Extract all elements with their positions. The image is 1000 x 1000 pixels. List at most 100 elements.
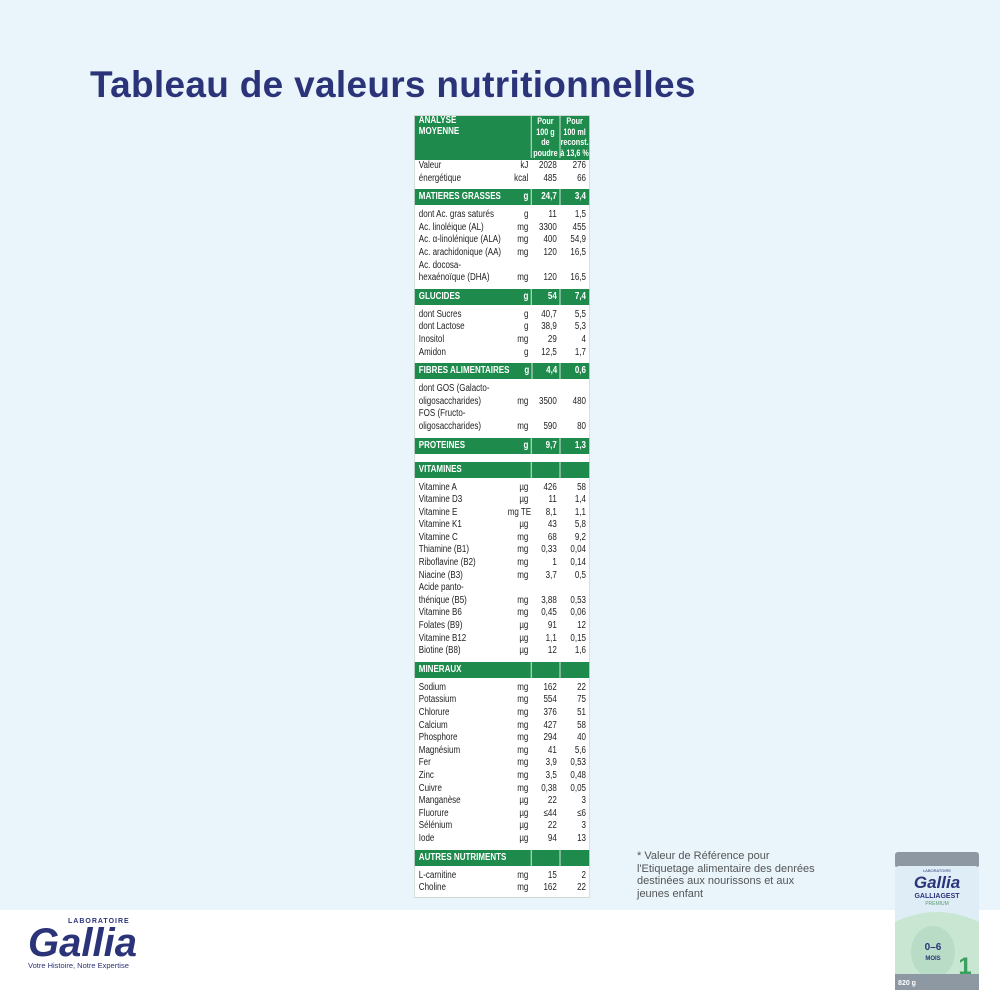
row-unit: mg (517, 544, 529, 556)
row-value1: 29 (547, 333, 557, 345)
table-row: énergétique kcal 485 66 (415, 173, 589, 186)
row-unit: mg (517, 221, 529, 233)
row-value1: 11 (548, 209, 557, 221)
row-label: Inositol (418, 333, 445, 345)
heading-value1: 24,7 (530, 189, 559, 206)
row-label-cell: Manganèse (415, 795, 508, 808)
heading-value2 (559, 849, 589, 866)
row-label-cell: Acide panto-thénique (B5) (415, 582, 508, 607)
row-value2: 40 (577, 732, 586, 744)
row-unit: µg (519, 820, 529, 832)
row-label: Sodium (418, 681, 446, 693)
header-col2-cell: Pour 100 ml reconst. à 13,6 % (559, 116, 589, 158)
row-value2: 5,5 (574, 308, 586, 320)
table-row: L-carnitine mg 15 2 (415, 870, 589, 883)
table-section: PROTEINES g 9,7 1,3 (414, 437, 590, 460)
row-label-cell: Vitamine D3 (415, 494, 508, 507)
row-label: Potassium (418, 694, 457, 706)
header-col2: reconst. (560, 137, 589, 147)
row-value2: 16,5 (570, 272, 586, 284)
row-unit: mg (517, 531, 529, 543)
row-unit: mg (517, 719, 529, 731)
table-row: Vitamine K1 µg 43 5,8 (415, 519, 589, 532)
section-heading: FIBRES ALIMENTAIRES g 4,4 0,6 (414, 363, 590, 380)
row-value2: 22 (577, 882, 586, 894)
row-unit: mg (517, 420, 529, 432)
logo-tagline: Votre Histoire, Notre Expertise (28, 961, 129, 970)
row-value2: 4 (581, 333, 586, 345)
row-label: énergétique (418, 172, 462, 184)
table-section: MINERAUX Sodium mg 162 22 Potassium mg 554 75 Chl… (414, 661, 590, 848)
footnote: * Valeur de Référence pour l'Etiquetage a… (637, 850, 815, 900)
table-section: AUTRES NUTRIMENTS L-carnitine mg 15 2 Choline… (414, 849, 590, 897)
logo-brand: Gallia (28, 921, 137, 965)
row-unit: mg (517, 681, 529, 693)
row-label: hexaénoïque (DHA) (418, 272, 490, 284)
row-unit: mg (517, 333, 529, 345)
row-label-cell: Calcium (415, 720, 508, 733)
row-label: dont GOS (Galacto- (418, 383, 490, 395)
row-value2: 455 (572, 221, 586, 233)
row-value1: 162 (543, 681, 557, 693)
row-value2: 1,7 (574, 346, 586, 358)
row-value2: 1,6 (574, 645, 586, 657)
row-value2: 9,2 (574, 531, 586, 543)
row-unit: mg (517, 594, 529, 606)
row-label: Vitamine K1 (418, 519, 462, 531)
row-label-cell: Vitamine B12 (415, 633, 508, 646)
header-label-cell: ANALYSE MOYENNE (415, 115, 508, 158)
row-value2: 0,04 (570, 544, 586, 556)
row-label-cell: Vitamine E (415, 507, 508, 520)
table-row: Phosphore mg 294 40 (415, 732, 589, 745)
row-label: FOS (Fructo- (418, 408, 466, 420)
footnote-line: jeunes enfant (637, 887, 704, 900)
table-row: Iode µg 94 13 (415, 833, 589, 846)
row-label: Niacine (B3) (418, 569, 463, 581)
table-row: Vitamine E mg TE 8,1 1,1 (415, 507, 589, 520)
row-label: Acide panto- (418, 582, 464, 594)
row-label: Sélénium (418, 820, 453, 832)
heading-unit: g (523, 290, 529, 302)
row-value2: 13 (577, 832, 586, 844)
row-value1: 3,5 (545, 769, 557, 781)
section-heading: PROTEINES g 9,7 1,3 (414, 437, 590, 454)
heading-unit: g (523, 191, 529, 203)
heading-unit: g (524, 365, 530, 377)
header-col2: à 13,6 % (560, 147, 589, 158)
table-row: Thiamine (B1) mg 0,33 0,04 (415, 544, 589, 557)
table-row: dont Sucres g 40,7 5,5 (415, 309, 589, 322)
row-value1: 12 (547, 645, 557, 657)
row-label-cell: Ac. linoléique (AL) (415, 222, 508, 235)
row-label-cell: Chlorure (415, 707, 508, 720)
row-unit: µg (519, 519, 529, 531)
table-row: Ac. linoléique (AL) mg 3300 455 (415, 222, 589, 235)
row-label: Vitamine A (418, 481, 457, 493)
row-label: oligosaccharides) (418, 395, 482, 407)
heading-unit: g (523, 439, 529, 451)
row-unit: mg (517, 769, 529, 781)
row-label-cell: FOS (Fructo-oligosaccharides) (415, 408, 508, 433)
table-row: Chlorure mg 376 51 (415, 707, 589, 720)
table-row: Acide panto-thénique (B5) mg 3,88 0,53 (415, 582, 589, 607)
row-unit: g (523, 346, 529, 358)
row-label-cell: Magnésium (415, 745, 508, 758)
row-value2: 0,53 (570, 594, 586, 606)
table-row: Potassium mg 554 75 (415, 694, 589, 707)
row-value2: 5,8 (574, 519, 586, 531)
row-label: Zinc (418, 769, 434, 781)
row-unit: µg (519, 795, 529, 807)
row-value2: 3 (581, 795, 586, 807)
row-label: Vitamine C (418, 531, 458, 543)
row-label-cell: Vitamine B6 (415, 607, 508, 620)
row-value2: 5,3 (574, 321, 586, 333)
table-row: Vitamine B6 mg 0,45 0,06 (415, 607, 589, 620)
row-unit: mg (517, 246, 529, 258)
table-row: Vitamine B12 µg 1,1 0,15 (415, 633, 589, 646)
row-value2: 66 (577, 172, 586, 184)
row-label: Valeur (418, 160, 442, 171)
row-label: Choline (418, 882, 446, 894)
heading-value1 (530, 849, 559, 866)
table-row: Amidon g 12,5 1,7 (415, 347, 589, 360)
heading-unit (508, 462, 531, 478)
row-label: Ac. α-linolénique (ALA) (418, 234, 501, 246)
